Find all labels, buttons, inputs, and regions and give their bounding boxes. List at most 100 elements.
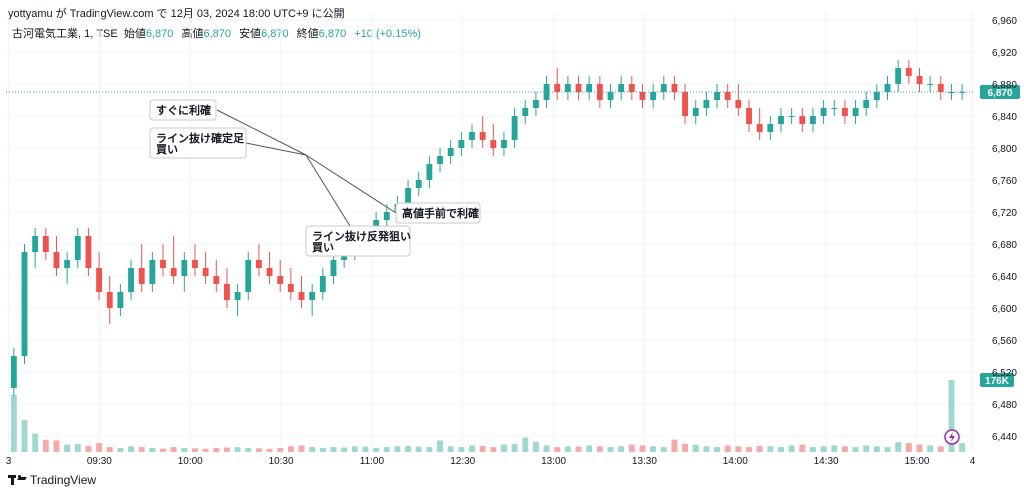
candle-body xyxy=(895,68,902,84)
candle-body xyxy=(703,100,710,108)
candle-body xyxy=(735,100,742,108)
annotation-pointer xyxy=(216,109,307,156)
candle-body xyxy=(618,84,625,92)
volume-bar xyxy=(820,446,827,452)
candle-body xyxy=(905,68,912,76)
volume-bar xyxy=(607,447,614,452)
candle-body xyxy=(554,84,561,92)
volume-bar xyxy=(437,440,443,452)
candle-body xyxy=(74,236,81,260)
change-value: +10 (+0.15%) xyxy=(354,28,421,40)
volume-bar xyxy=(245,447,252,452)
volume-bar xyxy=(799,444,806,452)
candle-body xyxy=(788,116,795,117)
candle-body xyxy=(319,276,326,292)
candle-body xyxy=(213,276,220,284)
candle-body xyxy=(884,84,891,92)
annotation-box xyxy=(149,127,247,159)
high-label: 高値 xyxy=(181,28,204,40)
publish-watermark: yottyamu が TradingView.com で 12月 03, 202… xyxy=(8,8,345,20)
candle-body xyxy=(266,268,273,276)
alert-icon[interactable] xyxy=(944,429,960,445)
volume-bar xyxy=(170,447,177,452)
candle-body xyxy=(564,84,571,92)
annotation-text: 買い xyxy=(312,241,334,254)
candle-body xyxy=(820,108,827,116)
candle-body xyxy=(309,292,316,300)
volume-bar xyxy=(415,446,422,452)
candle-body xyxy=(383,212,390,220)
close-value: 6,870 xyxy=(318,28,347,40)
high-value: 6,870 xyxy=(203,28,231,40)
candle-body xyxy=(42,236,49,252)
candle-body xyxy=(575,84,582,92)
candle-body xyxy=(117,292,124,308)
candle-body xyxy=(224,284,230,300)
candle-body xyxy=(447,148,454,156)
y-tick-label: 6,640 xyxy=(992,272,1017,283)
candle-body xyxy=(916,76,923,84)
volume-tag xyxy=(980,373,1014,387)
candle-body xyxy=(170,268,177,276)
price-axis[interactable]: 6,960 6,920 6,880 6,840 6,800 6,760 6,720 6,680… xyxy=(992,16,1017,443)
y-tick-label: 6,680 xyxy=(992,240,1017,251)
volume-bar xyxy=(96,443,103,452)
y-tick-label: 6,880 xyxy=(992,80,1017,91)
candle-body xyxy=(469,132,475,140)
volume-bar xyxy=(778,447,784,452)
volume-bar xyxy=(618,446,625,452)
candle-body xyxy=(10,356,17,388)
candle-body xyxy=(181,260,188,276)
volume-bar xyxy=(543,445,550,452)
volume-bar xyxy=(394,446,401,452)
volume-bar xyxy=(426,447,433,452)
candle-body xyxy=(873,92,880,100)
volume-bar xyxy=(927,445,934,452)
candle-body xyxy=(298,292,305,300)
volume-bar xyxy=(287,446,294,452)
candle-body xyxy=(458,140,465,148)
candle-body xyxy=(596,84,603,100)
candle-body xyxy=(841,108,848,116)
volume-bar xyxy=(53,440,60,452)
volume-bar xyxy=(117,447,124,452)
annotation-box xyxy=(149,99,217,121)
volume-bar xyxy=(937,446,944,452)
volume-bar xyxy=(522,437,529,452)
volume-bar xyxy=(330,447,337,452)
time-axis[interactable]: 3 09:30 10:00 10:30 11:00 12:30 13:00 13:30 14:0… xyxy=(6,456,976,467)
annotation-text: ライン抜け反発狙い xyxy=(312,229,411,243)
annotation-box xyxy=(305,225,411,257)
x-tick-label: 13:30 xyxy=(632,456,657,467)
volume-bar xyxy=(501,444,507,452)
volume-bar xyxy=(21,420,28,452)
volume-bar xyxy=(10,394,17,452)
candle-body xyxy=(138,268,145,284)
volume-bar xyxy=(319,447,326,452)
candle-body xyxy=(724,92,731,100)
volume-tag-label: 176K xyxy=(985,376,1010,387)
candle-body xyxy=(202,268,209,276)
volume-bar xyxy=(479,445,486,452)
candle-body xyxy=(149,260,156,284)
volume-bar xyxy=(841,446,848,452)
volume-bar xyxy=(192,448,198,452)
candle-body xyxy=(532,100,539,108)
candle-body xyxy=(863,100,870,108)
candle-body xyxy=(778,116,784,124)
volume-bar xyxy=(64,444,71,452)
annotation-pointer xyxy=(305,154,397,214)
symbol-legend: 古河電気工業, 1, TSE 始値6,870 高値6,870 安値6,870 終… xyxy=(12,25,421,41)
volume-bar xyxy=(266,448,273,452)
volume-bar xyxy=(458,447,465,452)
last-price-tag xyxy=(980,85,1020,99)
volume-bar xyxy=(810,447,816,452)
volume-bar xyxy=(831,445,838,452)
last-price-label: 6,870 xyxy=(987,88,1012,99)
candle-body xyxy=(85,236,92,268)
volume-bar xyxy=(735,446,742,452)
volume-bar xyxy=(255,448,262,452)
annotation-pointer xyxy=(245,142,307,156)
x-tick-label: 10:00 xyxy=(178,456,203,467)
